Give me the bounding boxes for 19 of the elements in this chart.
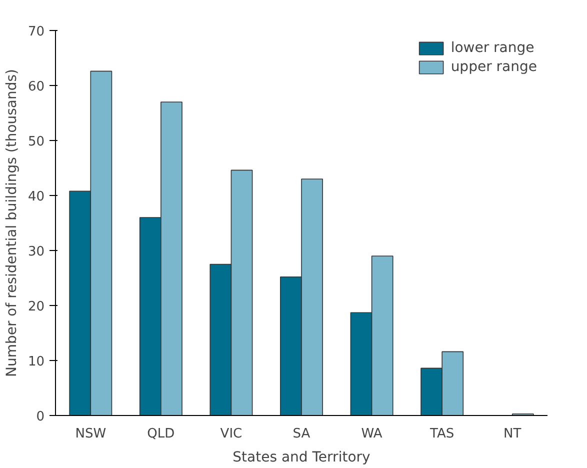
x-tick-label: QLD [147,426,175,442]
x-tick-label: VIC [220,426,242,442]
y-tick-label: 60 [28,80,45,94]
x-tick-label: NSW [75,426,106,442]
y-tick-label: 70 [28,24,45,40]
legend-label: upper range [450,59,537,75]
x-tick-label: SA [292,426,310,442]
y-tick-label: 50 [28,134,45,150]
y-tick-label: 0 [36,410,45,424]
x-axis-title: States and Territory [232,450,370,466]
y-tick-label: 40 [28,190,45,204]
y-tick-label: 10 [28,354,45,370]
x-tick-label: NT [504,426,522,442]
y-tick-label: 20 [28,300,45,314]
y-axis-title: Number of residential buildings (thousands) [4,68,20,378]
x-tick-label: TAS [429,426,454,442]
legend-label: lower range [450,40,534,56]
x-tick-label: WA [361,426,382,442]
y-tick-label: 30 [28,244,45,260]
